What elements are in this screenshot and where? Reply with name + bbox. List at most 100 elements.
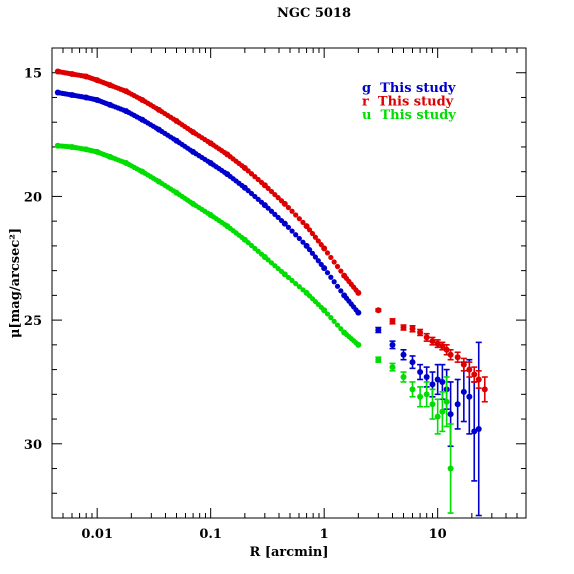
data-point-g-interp — [334, 283, 341, 289]
data-point-r — [68, 70, 75, 77]
data-point-g — [83, 94, 90, 101]
data-point-r — [207, 140, 214, 147]
data-point-r — [173, 117, 180, 124]
data-point-g-interp — [289, 228, 295, 234]
data-point-u-interp — [289, 277, 295, 284]
data-point-g — [341, 292, 348, 299]
data-point-g — [471, 428, 478, 435]
data-point-g-interp — [275, 214, 281, 221]
data-point-r-interp — [331, 259, 337, 265]
data-point-g-interp — [272, 211, 278, 217]
data-point-r — [460, 361, 467, 368]
data-point-r-interp — [293, 212, 299, 218]
data-point-u — [173, 189, 180, 196]
data-point-r — [355, 289, 362, 296]
data-point-r — [107, 82, 114, 89]
data-point-r — [429, 338, 436, 345]
data-point-g — [417, 369, 424, 376]
data-point-u-interp — [338, 326, 344, 332]
data-point-r-interp — [300, 219, 306, 225]
x-tick-label: 0.01 — [81, 527, 113, 542]
y-axis-ticks: 15 20 25 30 — [24, 47, 526, 519]
data-point-r-interp — [328, 254, 334, 261]
data-point-g-interp — [293, 232, 299, 238]
chart-title: NGC 5018 — [277, 6, 351, 21]
data-point-u-interp — [331, 318, 337, 324]
data-point-r-interp — [312, 234, 318, 240]
data-point-u — [123, 160, 130, 167]
data-point-u — [190, 200, 197, 207]
data-point-r-interp — [268, 188, 275, 195]
x-tick-label: 0.1 — [199, 527, 222, 542]
data-point-r — [303, 223, 310, 230]
plot-frame — [51, 47, 527, 519]
data-point-g — [190, 148, 197, 155]
data-point-u — [429, 401, 436, 408]
data-point-g — [475, 425, 482, 432]
x-tick-label: 1 — [320, 527, 329, 542]
x-axis-label: R [arcmin] — [250, 545, 329, 560]
data-point-g — [139, 116, 146, 123]
data-point-r — [475, 376, 482, 383]
data-point-g-interp — [312, 254, 318, 260]
data-point-r — [400, 324, 407, 331]
data-point-g — [155, 126, 162, 133]
data-point-g — [429, 381, 436, 388]
data-point-r-interp — [309, 230, 316, 237]
data-point-r-interp — [324, 250, 331, 256]
data-point-g — [321, 265, 328, 272]
y-tick-label: 20 — [24, 190, 42, 205]
data-point-r-interp — [334, 263, 341, 270]
data-point-g — [439, 378, 446, 385]
data-point-r-interp — [289, 208, 295, 214]
data-point-u — [94, 148, 101, 155]
data-point-g-interp — [315, 258, 321, 264]
data-point-r — [466, 366, 473, 373]
data-point-r — [447, 351, 454, 358]
data-point-r — [54, 68, 61, 75]
y-axis-label: μ[mag/arcsec²] — [8, 228, 23, 338]
series-u — [54, 142, 454, 514]
data-point-r — [281, 200, 288, 207]
data-point-u — [355, 341, 362, 348]
series-g — [54, 89, 482, 517]
data-point-u — [107, 153, 114, 160]
data-point-u — [447, 465, 454, 472]
data-point-g — [94, 96, 101, 103]
data-series — [54, 68, 488, 517]
data-point-u — [443, 398, 450, 405]
data-point-r — [443, 346, 450, 353]
data-point-u — [439, 408, 446, 415]
data-point-g — [389, 341, 396, 348]
data-point-g — [207, 160, 214, 167]
data-point-u-interp — [324, 311, 331, 317]
data-point-u — [241, 236, 248, 243]
data-point-g — [224, 171, 231, 178]
data-point-r-interp — [275, 195, 281, 201]
data-point-r — [224, 151, 231, 158]
data-point-u — [417, 393, 424, 400]
data-point-u — [423, 391, 430, 398]
data-point-u — [434, 413, 441, 420]
data-point-g — [173, 137, 180, 144]
data-point-g — [54, 89, 61, 96]
data-point-r — [423, 334, 430, 341]
data-point-u — [224, 223, 231, 230]
data-point-r-interp — [338, 268, 344, 274]
data-point-g — [241, 184, 248, 191]
x-tick-label: 10 — [429, 527, 447, 542]
data-point-u — [341, 329, 348, 336]
y-tick-label: 15 — [24, 67, 42, 82]
data-point-g-interp — [331, 279, 337, 285]
data-point-r — [471, 371, 478, 378]
data-point-g — [466, 393, 473, 400]
data-point-g — [434, 376, 441, 383]
data-point-r — [481, 386, 488, 393]
data-point-g — [447, 411, 454, 418]
data-point-g-interp — [338, 288, 344, 294]
data-point-g — [375, 327, 382, 333]
data-point-r-interp — [296, 216, 302, 222]
data-point-u — [207, 211, 214, 218]
